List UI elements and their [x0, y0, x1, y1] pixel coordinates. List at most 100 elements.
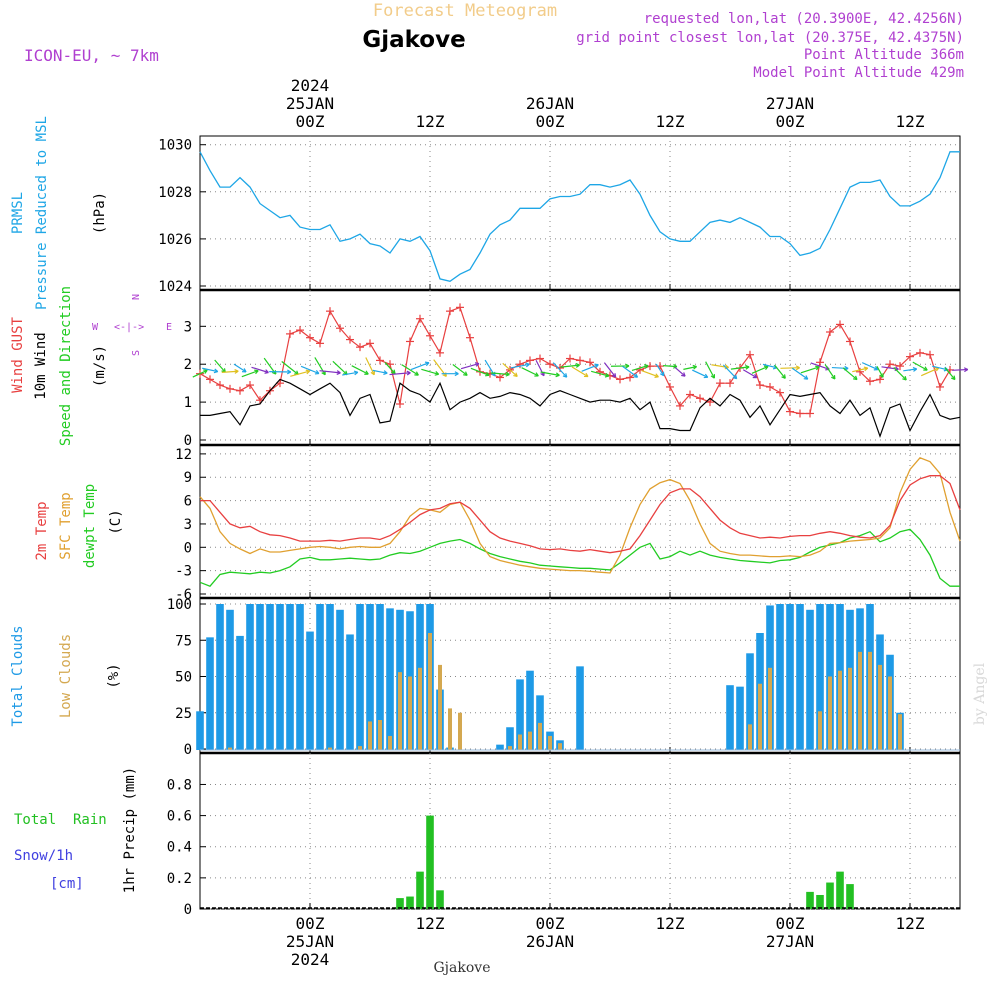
direction-arrow: [351, 365, 369, 375]
ytick-label-clouds: 0: [184, 742, 192, 758]
top-tick-date: 25JAN: [286, 94, 334, 113]
low-cloud-bar: [858, 651, 862, 750]
direction-arrow-head: [265, 369, 269, 373]
ytick-label-clouds: 100: [167, 597, 192, 613]
direction-arrow: [780, 367, 800, 369]
direction-arrow: [233, 363, 247, 373]
low-cloud-bar: [528, 731, 532, 750]
direction-arrow: [251, 366, 269, 374]
direction-arrow-head: [525, 362, 530, 365]
bottom-tick-hour: 12Z: [416, 914, 445, 933]
direction-arrow-head: [745, 364, 750, 368]
low-cloud-bar: [768, 667, 772, 750]
total-cloud-bar: [326, 604, 334, 750]
total-cloud-bar: [236, 635, 244, 750]
direction-arrow-head: [704, 373, 709, 378]
direction-arrow: [705, 361, 715, 379]
direction-arrow-head: [254, 369, 259, 372]
direction-arrow-head: [783, 374, 786, 379]
ytick-label-precip: 0.4: [167, 840, 192, 856]
ytick-label-pressure: 1026: [158, 232, 192, 248]
ytick-label-pressure: 1024: [158, 279, 192, 295]
total-cloud-bar: [776, 604, 784, 750]
clouds-unit: (%): [106, 663, 122, 688]
direction-arrow: [540, 371, 560, 376]
grid-point-coords: grid point closest lon,lat (20.375E, 42.…: [576, 30, 964, 46]
bottom-tick-year: 2024: [291, 950, 330, 969]
ytick-label-temperature: 12: [175, 447, 192, 463]
direction-arrow-head: [854, 375, 858, 380]
total-cloud-bar: [506, 727, 514, 750]
total-cloud-bar: [336, 609, 344, 750]
rain-bar: [846, 884, 854, 909]
pressure-line: [199, 151, 960, 283]
low-cloud-bar: [448, 708, 452, 750]
direction-arrow: [202, 367, 218, 373]
direction-arrow: [683, 366, 697, 370]
direction-arrow: [893, 366, 907, 381]
total-clouds-label: Total Clouds: [10, 625, 26, 726]
direction-arrow: [510, 363, 530, 369]
direction-arrow-head: [555, 372, 560, 376]
direction-arrow-head: [435, 371, 440, 375]
low-cloud-bar: [508, 746, 512, 750]
direction-arrow-head: [505, 371, 510, 376]
top-tick-hour: 00Z: [296, 112, 325, 131]
low-cloud-bar: [438, 664, 442, 750]
ytick-label-temperature: 3: [184, 517, 192, 533]
direction-arrow-head: [904, 375, 907, 381]
pressure-series-line: [199, 151, 960, 283]
total-cloud-bar: [736, 686, 744, 750]
total-cloud-bar: [246, 604, 254, 750]
direction-arrow-head: [924, 366, 928, 371]
direction-arrow: [342, 371, 358, 376]
direction-arrow-head: [336, 370, 341, 374]
bottom-tick-date: 27JAN: [766, 932, 814, 951]
ytick-label-temperature: 9: [184, 470, 192, 486]
direction-arrow: [903, 368, 917, 372]
wind-direction-arrows: [192, 357, 969, 381]
direction-arrow: [552, 362, 568, 378]
snow-unit: [cm]: [50, 876, 84, 892]
station-name: Gjakove: [362, 27, 465, 53]
total-cloud-bar: [356, 604, 364, 750]
low-cloud-bar: [838, 670, 842, 750]
direction-arrow-head: [894, 366, 899, 370]
low-cloud-bar: [548, 735, 552, 750]
direction-arrow: [762, 363, 778, 369]
direction-arrow: [852, 367, 868, 373]
direction-arrow-head: [863, 366, 868, 369]
precip-bars: [200, 815, 960, 909]
direction-arrow-head: [406, 370, 411, 374]
direction-arrow: [800, 366, 820, 374]
direction-arrow-head: [912, 366, 917, 370]
low-cloud-bar: [358, 746, 362, 750]
direction-arrow: [290, 370, 310, 377]
temperature-panel-frame: [199, 444, 961, 599]
rain-bar: [436, 890, 444, 909]
direction-arrow-head: [424, 361, 430, 364]
low-clouds-label: Low Clouds: [58, 634, 74, 718]
direction-arrow: [300, 365, 320, 375]
low-cloud-bar: [888, 676, 892, 750]
model-altitude: Model Point Altitude 429m: [753, 65, 964, 81]
bottom-tick-hour: 12Z: [656, 914, 685, 933]
pressure-label-msl: Pressure Reduced to MSL: [34, 116, 50, 310]
direction-arrow-head: [795, 365, 800, 369]
wind-unit: (m/s): [92, 345, 108, 387]
low-cloud-bar: [848, 667, 852, 750]
low-cloud-bar: [428, 633, 432, 750]
direction-arrow-head: [454, 371, 459, 375]
direction-arrow-head: [486, 371, 490, 376]
top-tick-date: 26JAN: [526, 94, 574, 113]
direction-arrow-head: [844, 365, 849, 369]
temp-2m-series-line: [200, 475, 961, 554]
direction-arrow: [861, 362, 879, 371]
compass-rose: W E <-|-> N S: [92, 294, 172, 356]
direction-arrow-head: [515, 372, 518, 377]
direction-arrow-head: [575, 363, 580, 366]
direction-arrow: [842, 367, 858, 381]
top-tick-hour: 00Z: [776, 112, 805, 131]
